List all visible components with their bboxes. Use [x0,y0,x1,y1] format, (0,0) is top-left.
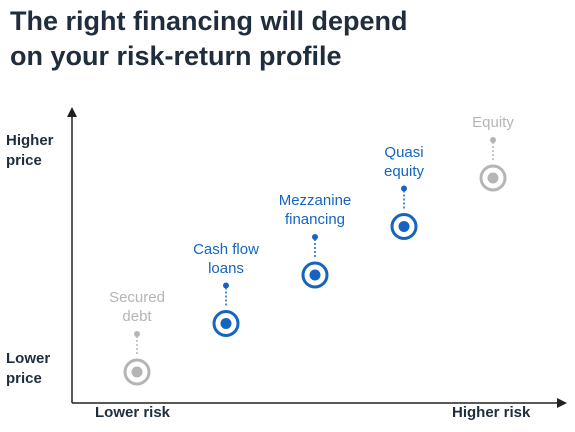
label-line: financing [284,211,346,228]
marker-mezzanine-financing [301,234,329,289]
marker-tip-dot [223,282,229,289]
label-line: Cash flow [193,240,259,258]
label-line: debt [122,308,152,325]
x-axis-left-label: Lower risk [95,404,171,421]
marker-tip-dot [312,234,318,240]
label-line: Quasi [384,143,424,161]
page-title: The right financing will depend on your … [10,4,550,74]
title-line-1: The right financing will depend [10,6,408,36]
label-quasi-equity: Quasi equity [334,143,474,181]
label-line: Mezzanine [278,192,352,209]
marker-tip-dot [490,137,496,143]
label-equity: Equity [423,113,563,132]
label-secured-debt: Secured debt [67,288,207,326]
y-axis-top-label: Higher price [6,131,54,171]
x-axis-right-label: Higher risk [452,404,531,421]
y-axis-bottom-label-line-1: Lower [6,350,51,367]
marker-center [398,221,410,232]
marker-equity [479,137,507,192]
y-axis-top-label-line-1: Higher [6,132,54,149]
label-line: Secured [109,289,165,306]
y-axis-bottom-label: Lower price [6,349,50,389]
marker-cash-flow-loans [212,282,240,337]
marker-secured-debt [123,331,151,386]
marker-center [487,172,499,184]
marker-center [131,366,143,378]
label-line: Equity [472,114,514,131]
markers-group [123,137,507,386]
marker-center [309,269,321,281]
y-axis-bottom-label-line-2: price [6,370,42,387]
marker-quasi-equity [390,185,418,240]
label-line: equity [383,162,425,180]
label-mezzanine-financing: Mezzanine financing [245,191,385,229]
y-axis-top-label-line-2: price [6,152,42,169]
label-cash-flow-loans: Cash flow loans [156,240,296,278]
label-line: loans [208,259,244,277]
marker-tip-dot [401,185,407,192]
marker-tip-dot [134,331,140,337]
title-line-2: on your risk-return profile [10,41,342,71]
marker-center [220,318,232,329]
